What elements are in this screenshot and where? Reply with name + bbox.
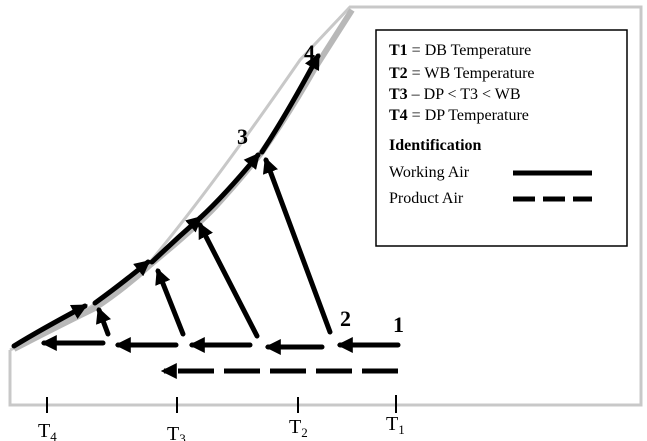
legend-def-t3: T3 – DP < T3 < WB bbox=[389, 86, 521, 103]
curve-arrow-1 bbox=[11, 303, 88, 349]
rising-arrow-1 bbox=[262, 157, 333, 335]
saturation-curve-arrows bbox=[11, 53, 321, 349]
legend-def-t4: T4 = DP Temperature bbox=[389, 107, 529, 124]
point-label-4: 4 bbox=[304, 40, 315, 65]
tick-label-t1: T1 bbox=[386, 413, 405, 437]
legend-def-t1: T1 = DB Temperature bbox=[389, 42, 531, 59]
curve-arrow-5 bbox=[259, 53, 321, 155]
rising-arrows bbox=[96, 157, 333, 339]
point-label-2: 2 bbox=[340, 306, 351, 331]
rising-arrow-4 bbox=[96, 307, 111, 337]
legend-def-t2: T2 = WB Temperature bbox=[389, 65, 535, 82]
tick-label-t2: T2 bbox=[289, 416, 308, 440]
legend-product-air-label: Product Air bbox=[389, 190, 464, 207]
legend-box bbox=[375, 29, 628, 247]
rising-arrow-2 bbox=[197, 222, 260, 339]
legend-identification-title: Identification bbox=[389, 137, 482, 154]
legend: T1 = DB Temperature T2 = WB Temperature … bbox=[375, 29, 628, 247]
point-label-3: 3 bbox=[237, 124, 248, 149]
axis-ticks bbox=[46, 395, 397, 413]
working-air-arrows bbox=[40, 334, 401, 356]
curve-arrow-3 bbox=[149, 215, 203, 265]
legend-working-air-label: Working Air bbox=[389, 164, 470, 181]
tick-label-t3: T3 bbox=[167, 423, 186, 441]
curve-arrow-2 bbox=[92, 259, 151, 306]
saturation-curve-shadow bbox=[12, 8, 355, 352]
curve-arrow-4 bbox=[197, 152, 261, 221]
point-label-1: 1 bbox=[393, 312, 404, 337]
rising-arrow-3 bbox=[155, 268, 186, 337]
tick-label-t4: T4 bbox=[38, 420, 57, 441]
